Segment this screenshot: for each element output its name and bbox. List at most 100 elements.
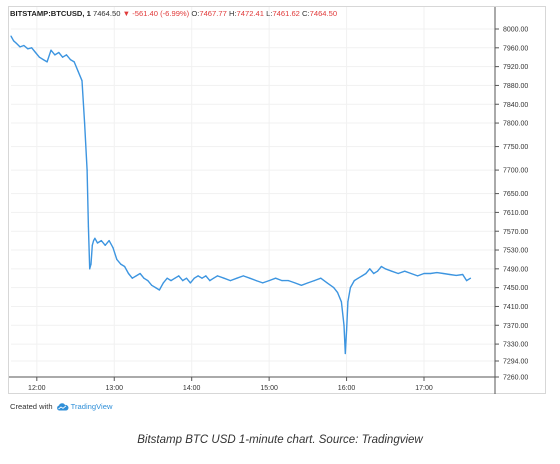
y-tick-label: 7800.00 [503,121,528,128]
low-label: L: [266,9,273,18]
price-point [343,324,345,326]
close-value: 7464.50 [309,9,338,18]
price-point [223,277,225,279]
price-point [151,284,153,286]
price-point [65,54,68,56]
price-point [120,263,122,265]
price-point [143,277,145,279]
price-point [340,301,343,303]
x-tick-label: 17:00 [415,385,433,392]
y-tick-label: 7530.00 [503,248,528,255]
y-tick-label: 7450.00 [503,285,528,292]
price-point [34,51,37,54]
price-point [380,265,383,268]
price-point [326,282,328,284]
price-point [216,275,219,277]
price-point [255,279,257,282]
price-point [166,277,168,279]
price-point [193,277,195,279]
open-label: O: [191,9,200,18]
price-point [373,272,375,275]
price-point [42,58,44,61]
price-point [178,275,180,277]
y-tick-label: 7294.00 [503,359,528,366]
price-point [77,70,79,72]
down-arrow-icon: ▼ [122,9,131,18]
price-point [423,272,425,275]
price-point [287,279,290,282]
price-point [108,240,110,242]
high-label: H: [228,9,237,18]
price-point [147,279,149,282]
x-tick-label: 15:00 [260,385,278,392]
price-point [90,263,92,265]
y-tick-label: 7920.00 [503,64,528,71]
price-point [58,51,60,54]
y-tick-label: 7750.00 [503,144,528,151]
price-point [249,277,251,279]
price-point [182,279,184,282]
price-point [135,275,137,277]
price-point [112,247,114,249]
price-point [83,122,86,124]
price-point [154,287,157,289]
price-point [365,272,367,275]
price-point [262,282,264,284]
price-point [307,282,309,284]
price-point [73,61,75,63]
price-point [397,272,399,275]
y-tick-label: 7260.00 [503,375,528,382]
price-point [62,56,64,58]
x-tick-label: 16:00 [338,385,356,392]
price-point [10,35,12,37]
price-point [23,44,25,47]
price-point [139,272,141,275]
price-point [93,240,95,242]
price-point [162,282,164,284]
price-point [442,272,444,275]
price-point [313,279,315,282]
y-tick-label: 7410.00 [503,304,528,311]
price-point [429,272,432,275]
price-point [205,275,207,277]
y-tick-label: 7650.00 [503,191,528,198]
price-point [294,282,296,284]
y-tick-label: 7490.00 [503,266,528,273]
price-point [38,56,40,58]
price-point [170,279,172,282]
price-point [185,277,188,279]
price-point [123,265,126,268]
price-point [100,240,102,242]
price-point [87,225,90,228]
price-point [449,273,451,276]
attribution-prefix: Created with [10,402,53,411]
tradingview-link[interactable]: TradingView [56,402,112,411]
price-change: -561.40 (-6.99%) [132,9,190,18]
price-point [94,237,96,239]
price-point [357,277,359,279]
price-point [158,289,161,291]
price-point [369,268,371,270]
low-value: 7461.62 [272,9,300,18]
price-point [469,277,472,279]
last-price: 7464.50 [92,9,121,18]
price-point [209,279,211,282]
price-point [54,54,56,56]
price-point [466,279,468,282]
price-point [12,40,15,42]
y-tick-label: 7370.00 [503,323,528,330]
price-point [96,242,99,244]
x-tick-label: 12:00 [28,385,46,392]
price-point [19,46,21,48]
tradingview-cloud-icon [56,402,69,410]
price-point [376,270,379,272]
symbol-label: BITSTAMP:BTCUSD, 1 [10,9,91,18]
high-value: 7472.41 [236,9,264,18]
price-point [320,277,322,279]
price-point [31,47,33,49]
chart-header: BITSTAMP:BTCUSD, 1 7464.50 ▼ -561.40 (-6… [10,9,337,18]
price-point [242,275,244,277]
price-point [197,275,199,277]
price-point [81,80,83,82]
price-point [91,244,93,246]
